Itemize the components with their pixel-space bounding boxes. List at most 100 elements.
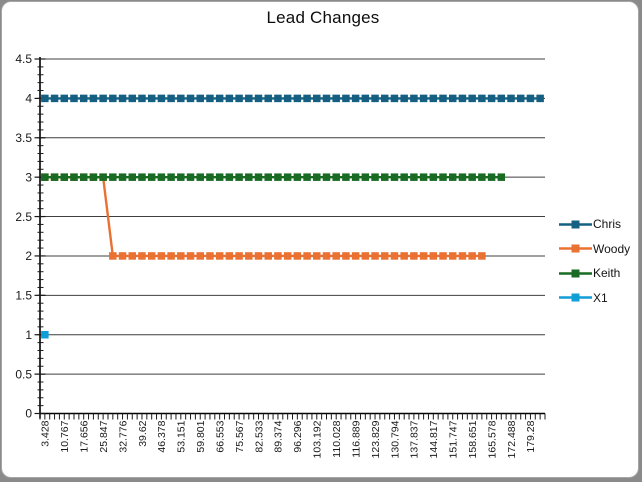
data-point-marker: [342, 252, 350, 260]
y-tick-label: 1.5: [15, 289, 32, 303]
data-point-marker: [371, 252, 379, 260]
data-point-marker: [507, 94, 515, 103]
data-point-marker: [487, 94, 496, 103]
data-point-marker: [99, 173, 107, 181]
data-point-marker: [177, 173, 185, 181]
data-point-marker: [215, 94, 224, 103]
data-point-marker: [322, 173, 331, 181]
data-point-marker: [254, 252, 263, 260]
legend-label: Chris: [593, 217, 622, 232]
x-tick-label: 75.567: [234, 420, 246, 452]
data-point-marker: [41, 173, 49, 181]
x-tick-label: 39.62: [137, 420, 149, 446]
data-point-marker: [429, 252, 438, 260]
data-point-marker: [351, 173, 360, 181]
data-point-marker: [283, 173, 292, 181]
data-point-marker: [410, 173, 418, 181]
data-point-marker: [41, 330, 49, 339]
data-point-marker: [458, 252, 467, 260]
x-tick-label: 130.794: [389, 420, 401, 458]
data-point-marker: [167, 252, 175, 260]
x-tick-label: 179.28: [525, 420, 537, 452]
data-point-marker: [390, 252, 399, 260]
x-tick-label: 96.296: [292, 420, 304, 452]
y-tick-label: 0: [25, 407, 32, 421]
y-tick-label: 3.5: [15, 131, 32, 145]
data-point-marker: [439, 252, 447, 260]
data-point-marker: [225, 94, 234, 103]
data-point-marker: [206, 252, 214, 260]
x-tick-label: 103.192: [312, 420, 324, 458]
data-point-marker: [313, 94, 321, 103]
data-point-marker: [225, 252, 234, 260]
data-point-marker: [186, 94, 195, 103]
legend-item-x1: X1: [559, 286, 630, 311]
x-tick-label: 17.656: [79, 420, 91, 452]
y-tick-label: 2.5: [15, 210, 32, 224]
data-point-marker: [351, 252, 360, 260]
data-point-marker: [225, 173, 234, 181]
data-point-marker: [458, 94, 467, 103]
data-point-marker: [186, 173, 195, 181]
data-point-marker: [419, 173, 428, 181]
data-point-marker: [332, 94, 340, 103]
x-tick-label: 151.747: [448, 420, 460, 458]
data-point-marker: [293, 173, 302, 181]
x-tick-label: 110.028: [331, 420, 343, 457]
data-point-marker: [245, 252, 253, 260]
data-point-marker: [79, 94, 88, 103]
data-point-marker: [167, 94, 175, 103]
data-point-marker: [313, 173, 321, 181]
data-point-marker: [118, 94, 127, 103]
data-point-marker: [206, 173, 214, 181]
data-point-marker: [293, 94, 302, 103]
x-tick-label: 172.488: [506, 420, 518, 458]
x-axis-labels: 3.428 10.767 17.656 25.847 32.776 39.62 46.378…: [40, 420, 538, 458]
data-point-marker: [70, 94, 78, 103]
x-tick-label: 158.651: [467, 420, 479, 458]
data-point-marker: [128, 94, 137, 103]
data-point-marker: [157, 173, 166, 181]
data-point-marker: [50, 173, 59, 181]
data-point-marker: [429, 94, 438, 103]
data-point-marker: [50, 94, 59, 103]
data-point-marker: [536, 94, 544, 103]
data-point-marker: [109, 94, 117, 103]
data-point-marker: [361, 252, 370, 260]
series-keith: [41, 173, 506, 181]
data-point-marker: [448, 94, 457, 103]
data-point-marker: [167, 173, 175, 181]
legend-marker-icon: [559, 220, 592, 229]
x-tick-label: 116.889: [350, 420, 362, 457]
data-point-marker: [196, 173, 204, 181]
data-point-marker: [177, 94, 185, 103]
data-point-marker: [361, 173, 370, 181]
data-point-marker: [419, 252, 428, 260]
data-point-marker: [487, 173, 496, 181]
data-point-marker: [478, 173, 486, 181]
data-point-marker: [400, 94, 408, 103]
data-point-marker: [429, 173, 438, 181]
series-chris: [41, 94, 544, 103]
data-point-marker: [293, 252, 302, 260]
data-point-marker: [468, 94, 476, 103]
data-point-marker: [41, 94, 49, 103]
data-point-marker: [138, 252, 146, 260]
y-tick-label: 2: [25, 249, 32, 263]
data-point-marker: [235, 94, 243, 103]
data-point-marker: [264, 173, 272, 181]
gridlines: [40, 58, 545, 375]
data-point-marker: [390, 94, 399, 103]
data-point-marker: [381, 173, 389, 181]
legend-label: Keith: [593, 266, 621, 281]
data-point-marker: [303, 252, 311, 260]
data-point-marker: [70, 173, 78, 181]
chart-title: Lead Changes: [266, 8, 380, 27]
data-point-marker: [60, 173, 69, 181]
legend-label: X1: [593, 290, 608, 305]
data-point-marker: [89, 173, 98, 181]
legend-item-chris: Chris: [559, 212, 630, 237]
legend-item-keith: Keith: [559, 261, 630, 286]
data-point-marker: [303, 94, 311, 103]
